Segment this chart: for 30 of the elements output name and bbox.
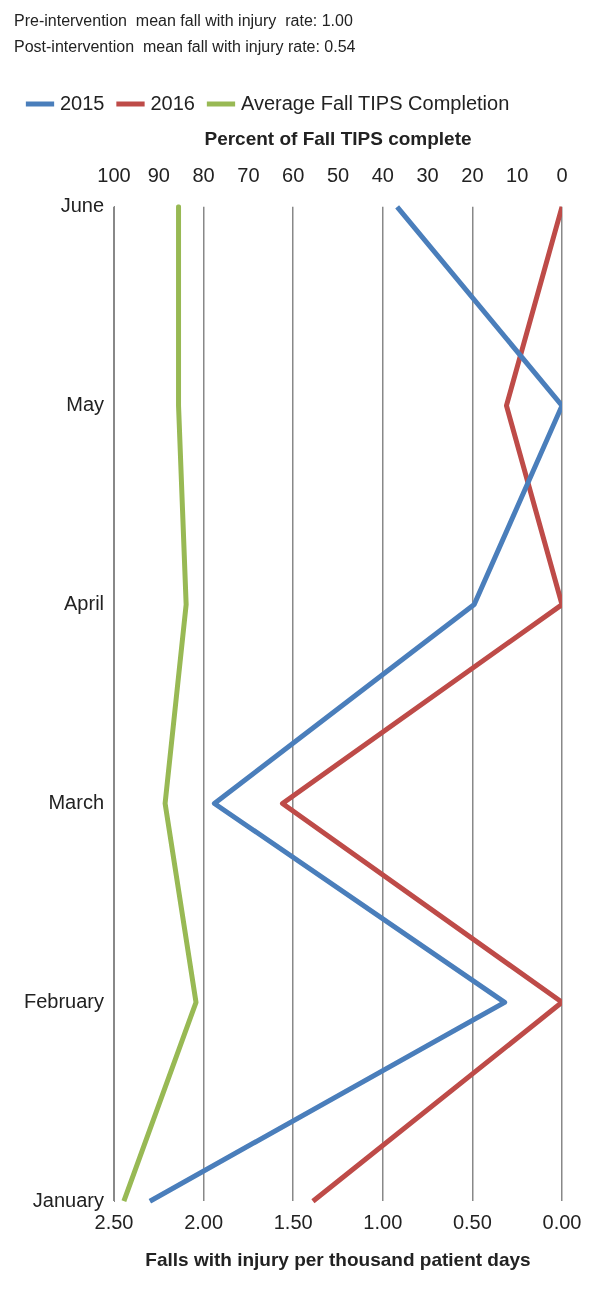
- x2-tick-label: 30: [416, 164, 439, 187]
- x-axis-title: Falls with injury per thousand patient days: [145, 1248, 531, 1270]
- y-tick-label: January: [32, 1188, 105, 1211]
- x2-tick-label: 20: [461, 164, 484, 187]
- y-tick-label: June: [60, 194, 105, 217]
- x-tick-label: 0.50: [452, 1210, 492, 1233]
- y-tick-label: February: [24, 989, 105, 1012]
- x2-tick-label: 0: [556, 164, 568, 187]
- x-tick-label: 1.00: [363, 1210, 403, 1233]
- x-tick-label: 2.50: [94, 1210, 134, 1233]
- x2-tick-label: 60: [282, 164, 305, 187]
- x2-axis-title: Percent of Fall TIPS complete: [204, 127, 472, 149]
- y-tick-label: March: [48, 790, 105, 813]
- legend-label: 2016: [150, 91, 195, 114]
- text: Pre-intervention mean fall with injury rate: 1.00: [14, 12, 354, 30]
- x2-tick-label: 90: [147, 164, 170, 187]
- x-tick-label: 0.00: [542, 1210, 582, 1233]
- x2-tick-label: 50: [326, 164, 350, 187]
- legend-label: Average Fall TIPS Completion: [240, 91, 510, 114]
- x2-tick-label: 40: [371, 164, 394, 187]
- x2-tick-label: 10: [506, 164, 529, 187]
- text: Post-intervention mean fall with injury rate: 0.54: [14, 38, 357, 56]
- x2-tick-label: 100: [97, 164, 131, 187]
- legend-label: 2015: [60, 91, 105, 114]
- x-tick-label: 2.00: [184, 1210, 224, 1233]
- x-tick-label: 1.50: [273, 1210, 313, 1233]
- y-tick-label: April: [64, 592, 105, 615]
- x2-tick-label: 80: [192, 164, 215, 187]
- y-tick-label: May: [66, 393, 105, 416]
- x2-tick-label: 70: [237, 164, 260, 187]
